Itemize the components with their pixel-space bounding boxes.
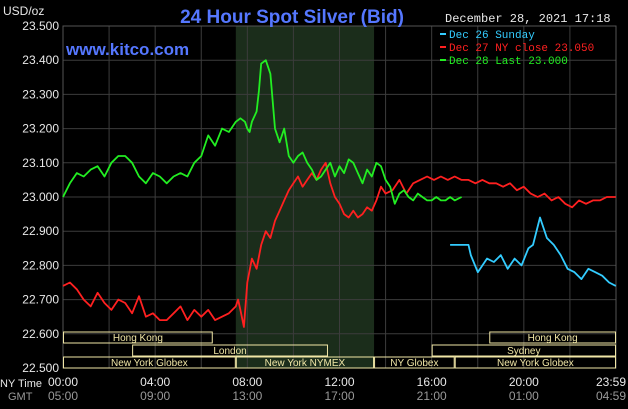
- x-tick-label-gmt: 13:00: [232, 389, 262, 403]
- session-label: London: [213, 346, 246, 357]
- session-bar: [374, 356, 455, 369]
- x-tick-label-gmt: 01:00: [509, 389, 539, 403]
- x-tick-label-ny: 00:00: [48, 375, 78, 389]
- y-tick-label: 22.700: [22, 293, 59, 307]
- session-bar: [454, 356, 617, 369]
- timestamp: December 28, 2021 17:18: [445, 12, 611, 26]
- x-tick-label-ny: 20:00: [509, 375, 539, 389]
- session-label: NY Globex: [390, 358, 438, 369]
- session-bar: [235, 356, 375, 369]
- x-tick-label-ny: 16:00: [417, 375, 447, 389]
- session-bar: [431, 344, 616, 357]
- legend-entry: Dec 26 Sunday: [449, 30, 535, 42]
- y-tick-label: 23.400: [22, 53, 59, 67]
- watermark-link[interactable]: www.kitco.com: [65, 40, 189, 59]
- series-line-3: [62, 59, 462, 205]
- session-label: New York Globex: [111, 358, 188, 369]
- x-tick-label-ny: 04:00: [140, 375, 170, 389]
- session-bar: [63, 331, 213, 344]
- y-tick-label: 22.800: [22, 258, 59, 272]
- chart-title: 24 Hour Spot Silver (Bid): [180, 7, 404, 28]
- y-unit-label: USD/oz: [3, 4, 44, 18]
- session-bar: [63, 356, 236, 369]
- session-label: Hong Kong: [528, 333, 578, 344]
- x-tick-label-gmt: 21:00: [417, 389, 447, 403]
- y-tick-label: 23.100: [22, 156, 59, 170]
- session-bar: [489, 331, 617, 344]
- y-tick-label: 23.500: [22, 19, 59, 33]
- legend-entry: Dec 28 Last 23.000: [449, 56, 568, 68]
- y-tick-label: 22.500: [22, 361, 59, 375]
- session-bar: [132, 344, 328, 357]
- x-tick-label-gmt: 05:00: [48, 389, 78, 403]
- y-tick-label: 22.600: [22, 327, 59, 341]
- x-tick-label-ny: 23:59: [596, 375, 626, 389]
- y-tick-label: 23.300: [22, 87, 59, 101]
- legend-entry: Dec 27 NY close 23.050: [449, 43, 594, 55]
- x-axis-label-ny: NY Time: [0, 378, 42, 390]
- session-label: Hong Kong: [113, 333, 163, 344]
- y-tick-label: 22.900: [22, 224, 59, 238]
- series-line-1: [450, 216, 617, 287]
- session-label: New York Globex: [497, 358, 574, 369]
- x-tick-label-gmt: 17:00: [324, 389, 354, 403]
- session-label: Sydney: [507, 346, 540, 357]
- x-axis-label-gmt: GMT: [8, 391, 33, 403]
- y-tick-label: 23.000: [22, 190, 59, 204]
- x-tick-label-gmt: 04:59: [596, 389, 626, 403]
- x-tick-label-ny: 12:00: [324, 375, 354, 389]
- series-line-2: [62, 161, 616, 328]
- y-tick-label: 23.200: [22, 122, 59, 136]
- x-tick-label-gmt: 09:00: [140, 389, 170, 403]
- session-label: New York NYMEX: [265, 358, 346, 369]
- x-tick-label-ny: 08:00: [232, 375, 262, 389]
